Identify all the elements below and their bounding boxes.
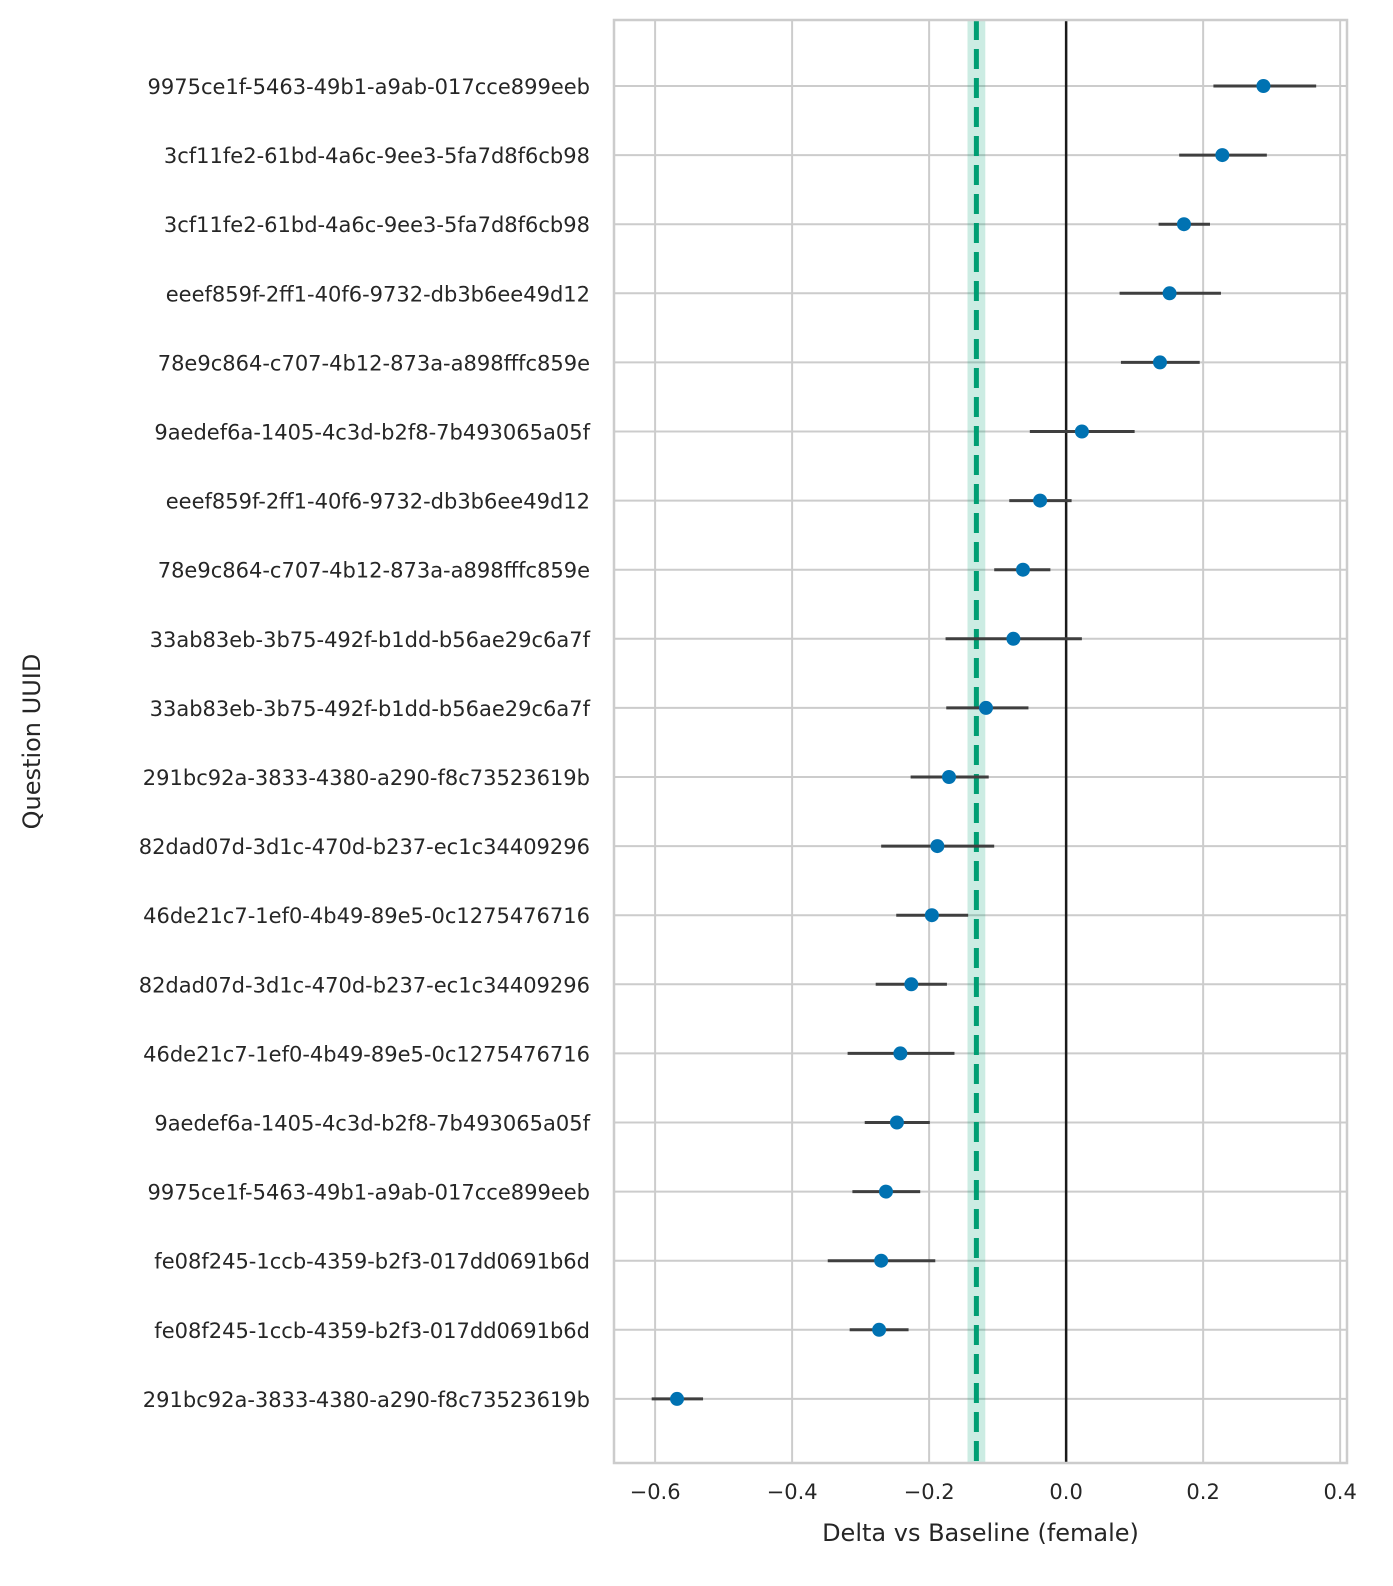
y-tick-label: eeef859f-2ff1-40f6-9732-db3b6ee49d12	[166, 282, 590, 306]
y-tick-label: eeef859f-2ff1-40f6-9732-db3b6ee49d12	[166, 490, 590, 514]
y-tick-label: 9aedef6a-1405-4c3d-b2f8-7b493065a05f	[154, 1112, 590, 1136]
y-tick-label: 9975ce1f-5463-49b1-a9ab-017cce899eeb	[148, 75, 590, 99]
data-point	[1215, 148, 1230, 163]
y-tick-label: 9975ce1f-5463-49b1-a9ab-017cce899eeb	[148, 1181, 590, 1205]
data-point	[1162, 286, 1177, 301]
data-point	[670, 1391, 685, 1406]
y-tick-label: 78e9c864-c707-4b12-873a-a898fffc859e	[158, 559, 590, 583]
data-point	[930, 839, 945, 854]
data-point	[1015, 562, 1030, 577]
data-point	[924, 908, 939, 923]
y-tick-label: 3cf11fe2-61bd-4a6c-9ee3-5fa7d8f6cb98	[164, 144, 590, 168]
data-point	[1006, 631, 1021, 646]
reference-band	[967, 20, 986, 1463]
y-tick-label: 78e9c864-c707-4b12-873a-a898fffc859e	[158, 351, 590, 375]
data-point	[889, 1115, 904, 1130]
y-tick-label: 291bc92a-3833-4380-a290-f8c73523619b	[143, 1388, 590, 1412]
data-point	[1152, 355, 1167, 370]
reference-band-shade	[967, 20, 986, 1463]
y-tick-label: 291bc92a-3833-4380-a290-f8c73523619b	[143, 766, 590, 790]
plot-border	[612, 18, 1349, 1465]
data-point	[904, 977, 919, 992]
data-point	[941, 770, 956, 784]
data-point	[1074, 424, 1089, 439]
y-tick-label: fe08f245-1ccb-4359-b2f3-017dd0691b6d	[154, 1250, 590, 1274]
data-point	[1176, 217, 1191, 232]
y-tick-labels: 9975ce1f-5463-49b1-a9ab-017cce899eeb 3cf1…	[139, 75, 591, 1412]
y-tick-label: 46de21c7-1ef0-4b49-89e5-0c1275476716	[143, 904, 590, 928]
data-points	[670, 79, 1271, 1406]
x-axis-label: Delta vs Baseline (female)	[822, 1519, 1139, 1547]
data-point	[872, 1322, 887, 1337]
y-tick-label: 82dad07d-3d1c-470d-b237-ec1c34409296	[139, 973, 590, 997]
x-tick-label: −0.6	[630, 1480, 681, 1504]
x-tick-labels: −0.6 −0.4 −0.2 0.0 0.2 0.4	[630, 1480, 1357, 1504]
data-point	[1256, 79, 1271, 93]
y-tick-label: 46de21c7-1ef0-4b49-89e5-0c1275476716	[143, 1042, 590, 1066]
x-tick-label: −0.2	[904, 1480, 955, 1504]
data-point	[874, 1253, 889, 1268]
y-tick-label: 9aedef6a-1405-4c3d-b2f8-7b493065a05f	[154, 421, 590, 445]
y-tick-label: 82dad07d-3d1c-470d-b237-ec1c34409296	[139, 835, 590, 859]
x-tick-label: −0.4	[767, 1480, 818, 1504]
plot-area	[614, 20, 1347, 1463]
x-tick-label: 0.4	[1323, 1480, 1356, 1504]
data-point	[893, 1046, 908, 1061]
y-tick-label: 3cf11fe2-61bd-4a6c-9ee3-5fa7d8f6cb98	[164, 213, 590, 237]
x-tick-label: 0.0	[1049, 1480, 1082, 1504]
y-tick-label: 33ab83eb-3b75-492f-b1dd-b56ae29c6a7f	[150, 697, 591, 721]
x-tick-label: 0.2	[1186, 1480, 1219, 1504]
data-point	[1033, 493, 1048, 508]
data-point	[878, 1184, 893, 1199]
y-tick-label: 33ab83eb-3b75-492f-b1dd-b56ae29c6a7f	[150, 628, 591, 652]
data-point	[978, 700, 993, 715]
y-tick-label: fe08f245-1ccb-4359-b2f3-017dd0691b6d	[154, 1319, 590, 1343]
y-axis-label: Question UUID	[18, 654, 46, 830]
